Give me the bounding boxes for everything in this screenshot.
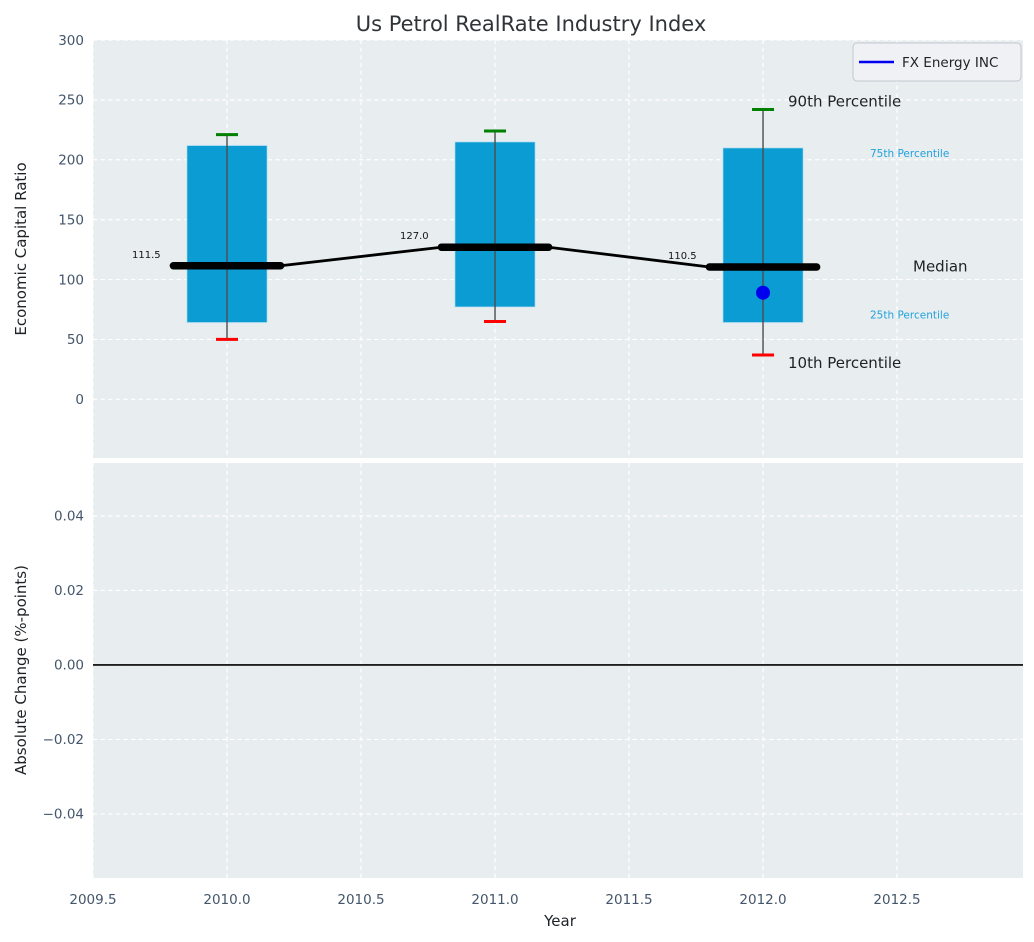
top-ytick-label: 200 xyxy=(58,153,84,169)
top-y-axis-label: Economic Capital Ratio xyxy=(12,162,30,335)
annotation-p75: 75th Percentile xyxy=(870,148,949,160)
top-ytick-label: 300 xyxy=(58,33,84,49)
bottom-ytick-label: −0.02 xyxy=(43,732,84,748)
annotation-p10: 10th Percentile xyxy=(788,354,901,372)
bottom-ytick-label: 0.00 xyxy=(54,658,84,674)
median-value-label: 110.5 xyxy=(668,251,697,262)
annotation-median: Median xyxy=(913,257,968,275)
xtick-label: 2010.5 xyxy=(337,892,384,908)
chart-title: Us Petrol RealRate Industry Index xyxy=(356,12,707,36)
legend-label: FX Energy INC xyxy=(902,55,998,71)
top-ytick-label: 0 xyxy=(75,392,84,408)
xtick-label: 2012.0 xyxy=(739,892,786,908)
bottom-panel-background xyxy=(93,463,1023,878)
x-axis-label: Year xyxy=(543,912,577,930)
median-connector xyxy=(548,245,710,269)
median-value-label: 111.5 xyxy=(132,250,161,261)
annotation-p90: 90th Percentile xyxy=(788,92,901,110)
annotation-p25: 25th Percentile xyxy=(870,310,949,322)
xtick-label: 2012.5 xyxy=(873,892,920,908)
bottom-ytick-label: −0.04 xyxy=(43,807,84,823)
bottom-ytick-label: 0.04 xyxy=(54,509,84,525)
xtick-label: 2011.0 xyxy=(471,892,518,908)
median-connector xyxy=(280,245,442,268)
top-ytick-label: 250 xyxy=(58,93,84,109)
company-point xyxy=(756,285,771,300)
top-ytick-label: 150 xyxy=(58,212,84,228)
bottom-ytick-label: 0.02 xyxy=(54,583,84,599)
median-value-label: 127.0 xyxy=(400,231,429,242)
legend-box xyxy=(852,42,1022,82)
xtick-label: 2011.5 xyxy=(605,892,652,908)
top-ytick-label: 100 xyxy=(58,272,84,288)
xtick-label: 2009.5 xyxy=(69,892,116,908)
top-ytick-label: 50 xyxy=(67,332,84,348)
xtick-label: 2010.0 xyxy=(203,892,250,908)
bottom-y-axis-label: Absolute Change (%-points) xyxy=(12,565,30,775)
